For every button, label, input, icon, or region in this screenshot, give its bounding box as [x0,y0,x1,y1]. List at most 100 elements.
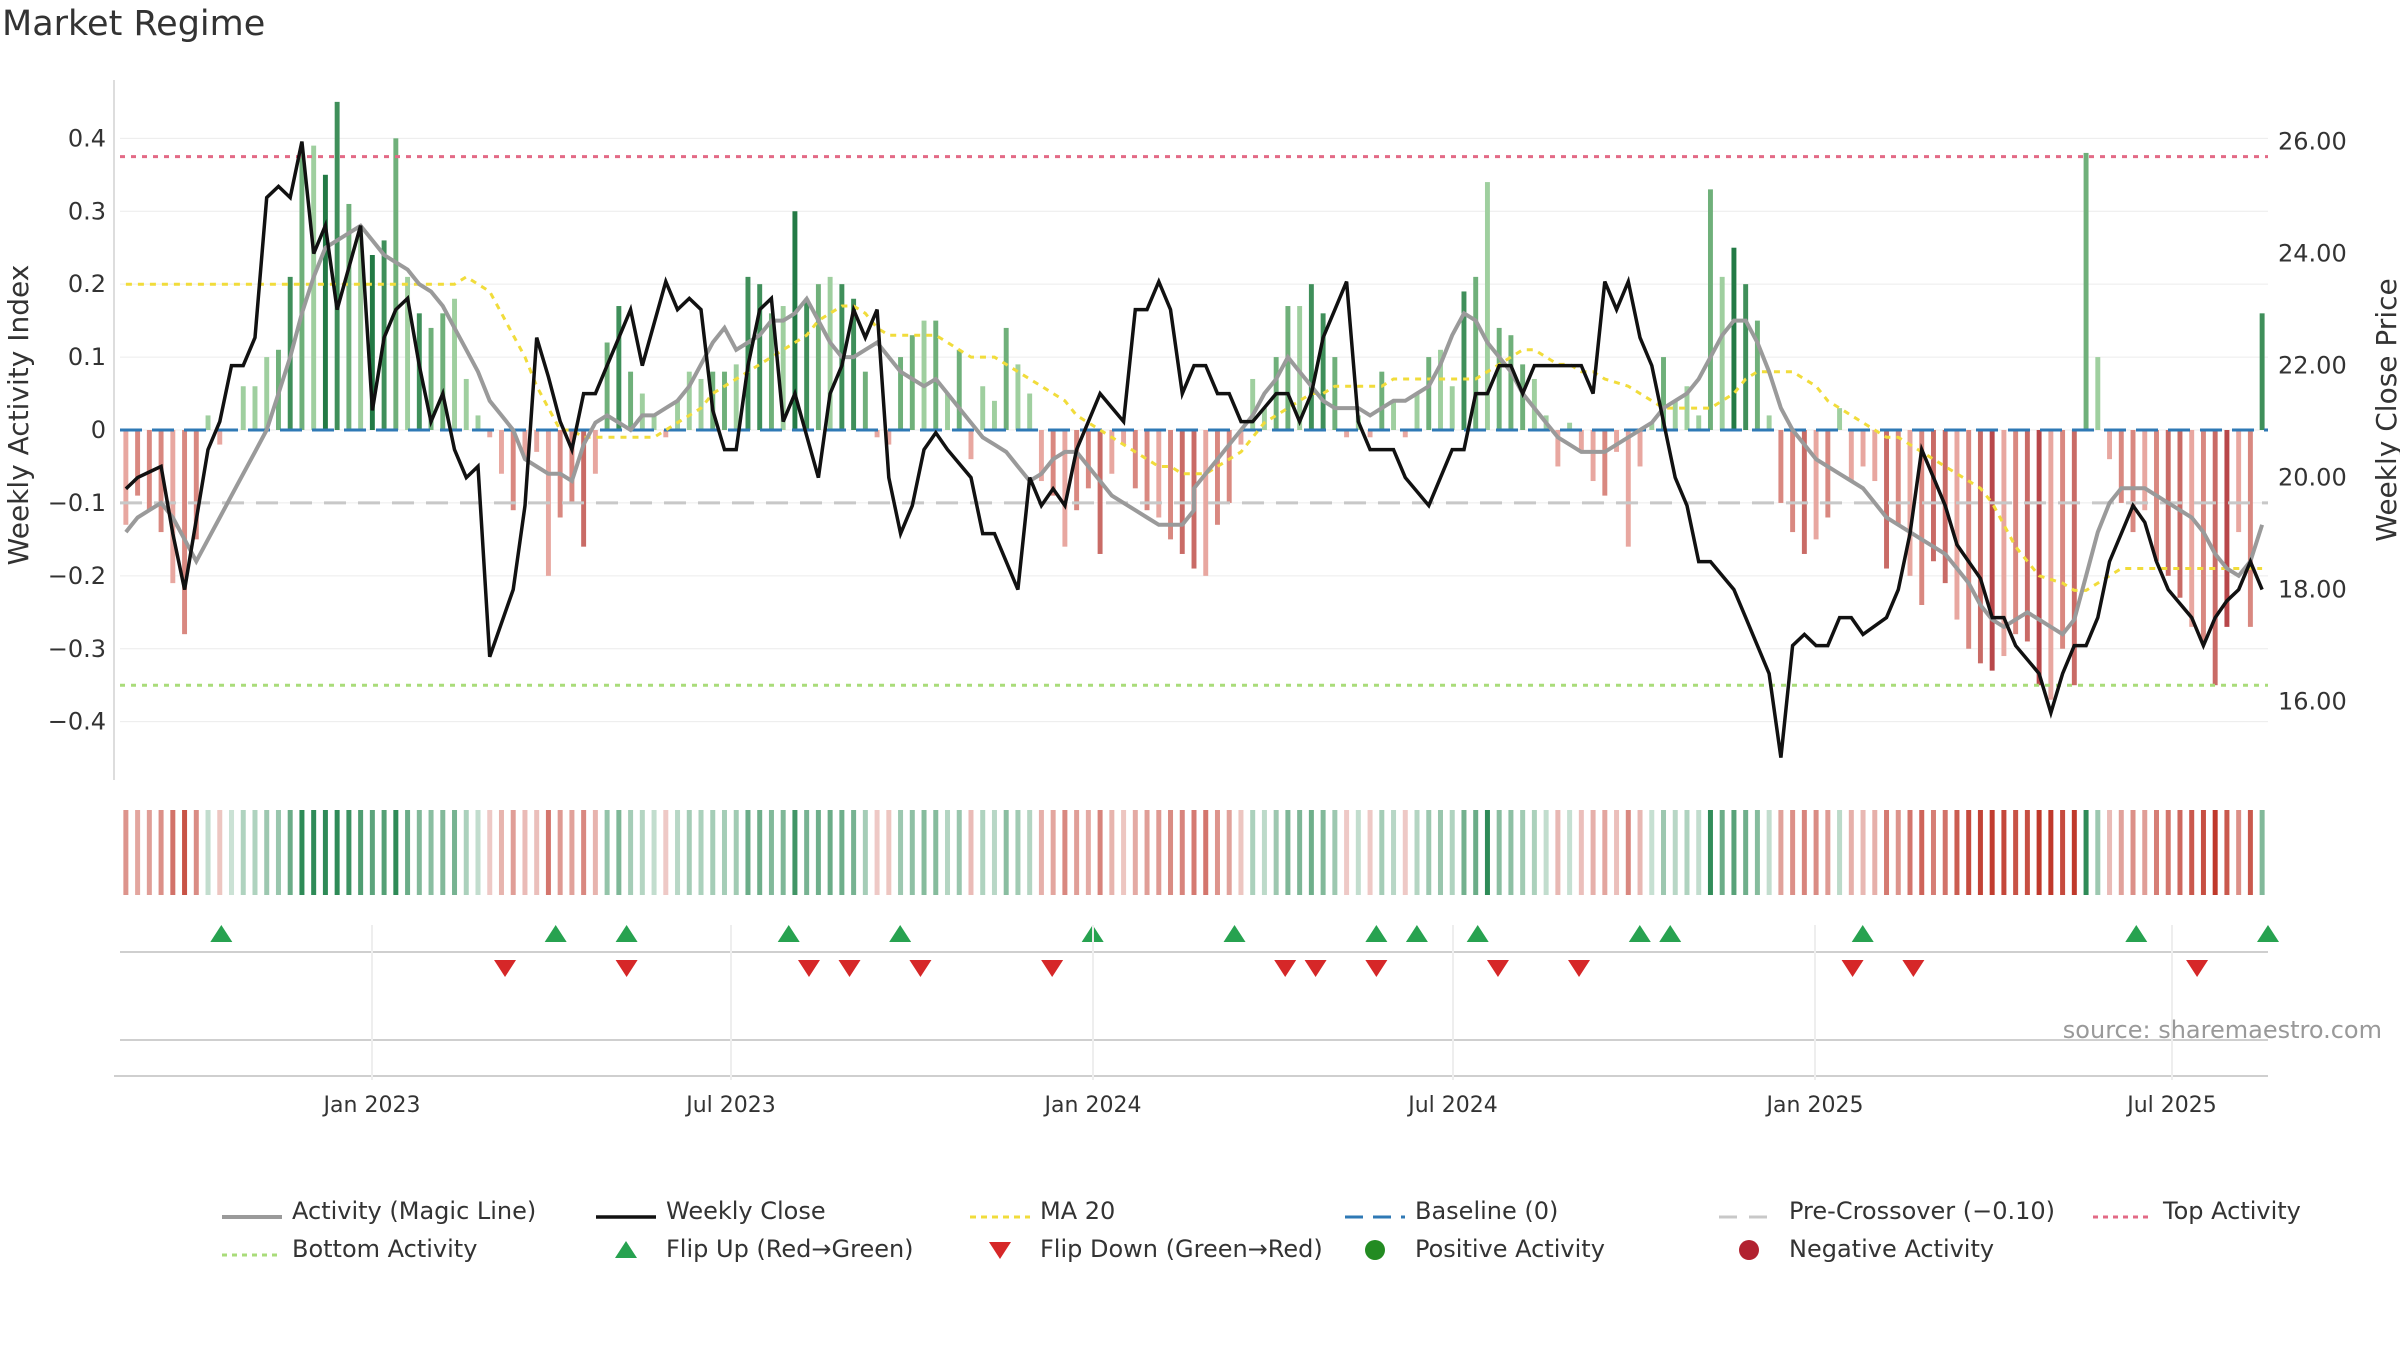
flip-up-marker [889,925,912,942]
activity-bar [475,415,481,430]
regime-band-cell [1355,810,1361,895]
flip-up-marker [1851,925,1874,942]
weekly-close-line [124,141,2264,758]
activity-bar [1297,306,1303,430]
activity-bar [733,364,739,430]
regime-band-cell [1684,810,1690,895]
activity-bar [2130,430,2136,533]
flip-up-marker [1659,925,1682,942]
activity-bar [698,378,704,430]
activity-bar [1661,357,1666,430]
flip-down-marker [1274,960,1297,977]
regime-band-cell [264,810,270,895]
activity-bar [2177,430,2183,598]
regime-band-cell [557,810,563,895]
activity-bar [1743,284,1749,430]
regime-band-cell [1884,810,1890,895]
regime-band-cell [1203,810,1209,895]
regime-band-cell [675,810,681,895]
activity-bar [1038,430,1044,482]
activity-bar [346,203,352,430]
y-tick-left: −0.3 [48,635,106,663]
activity-bar [1813,430,1819,540]
regime-band-cell [2060,810,2066,895]
regime-band-cell [1308,810,1314,895]
regime-band-cell [909,810,915,895]
regime-band-cell [2142,810,2148,895]
regime-band-cell [2165,810,2171,895]
regime-band-cell [2153,810,2159,895]
activity-bar [804,298,810,430]
activity-bar [311,145,317,430]
activity-bar [1261,408,1267,430]
activity-bar [487,430,493,438]
regime-band-cell [452,810,458,895]
activity-bar [1860,430,1866,467]
y-tick-right: 18.00 [2278,576,2347,604]
regime-band-cell [1226,810,1232,895]
flip-down-marker [909,960,932,977]
activity-bar [1602,430,1608,496]
activity-bar [686,371,692,430]
regime-band-cell [1661,810,1667,895]
regime-band-cell [1437,810,1443,895]
regime-band-cell [1391,810,1397,895]
regime-band-cell [2177,810,2183,895]
flip-markers [120,925,2279,977]
activity-bar [1050,430,1056,496]
regime-band-cell [745,810,751,895]
activity-bar [780,306,786,430]
regime-band-cell [381,810,387,895]
activity-bar [616,306,622,430]
activity-bar [745,276,751,430]
regime-band-cell [1520,810,1526,895]
activity-bar [1919,430,1925,605]
regime-band-cell [1719,810,1725,895]
regime-band-cell [240,810,246,895]
activity-bar [2024,430,2030,642]
activity-bar [1332,357,1338,430]
y-tick-right: 20.00 [2278,464,2347,492]
regime-band-cell [1625,810,1631,895]
y-tick-left: 0 [91,416,106,444]
regime-band-cell [1074,810,1080,895]
activity-bar [1473,276,1479,430]
regime-band-cell [827,810,833,895]
activity-bar [2083,152,2089,430]
regime-band-cell [2024,810,2030,895]
activity-bar [1754,320,1760,430]
activity-bar [1461,291,1467,430]
regime-band-cell [710,810,716,895]
activity-bar [2095,357,2101,430]
flip-up-marker [777,925,800,942]
activity-bar [1367,430,1373,438]
regime-band-cell [2095,810,2101,895]
regime-band-cell [1930,810,1936,895]
activity-bar [1085,430,1091,489]
activity-bar [1567,422,1573,430]
regime-band-cell [1109,810,1115,895]
regime-band-cell [405,810,411,895]
x-tick-label: Jul 2023 [684,1093,776,1118]
flip-down-marker [2186,960,2209,977]
y-axis-label-right: Weekly Close Price [2370,278,2400,541]
activity-bar [170,430,176,584]
regime-band-cell [581,810,587,895]
activity-bar [792,211,798,430]
regime-band-cell [1531,810,1537,895]
activity-bar [1801,430,1807,554]
regime-band-cell [510,810,516,895]
regime-band-cell [1062,810,1068,895]
activity-bar [909,335,915,430]
regime-band-cell [475,810,481,895]
activity-magic-line [124,223,2265,637]
activity-bar [968,430,974,460]
activity-bar [581,430,587,547]
y-tick-left: −0.2 [48,562,106,590]
activity-bar [1285,306,1291,430]
activity-bar [1121,430,1127,445]
regime-band-cell [2013,810,2019,895]
regime-band-cell [1050,810,1056,895]
activity-bar [1449,386,1455,430]
